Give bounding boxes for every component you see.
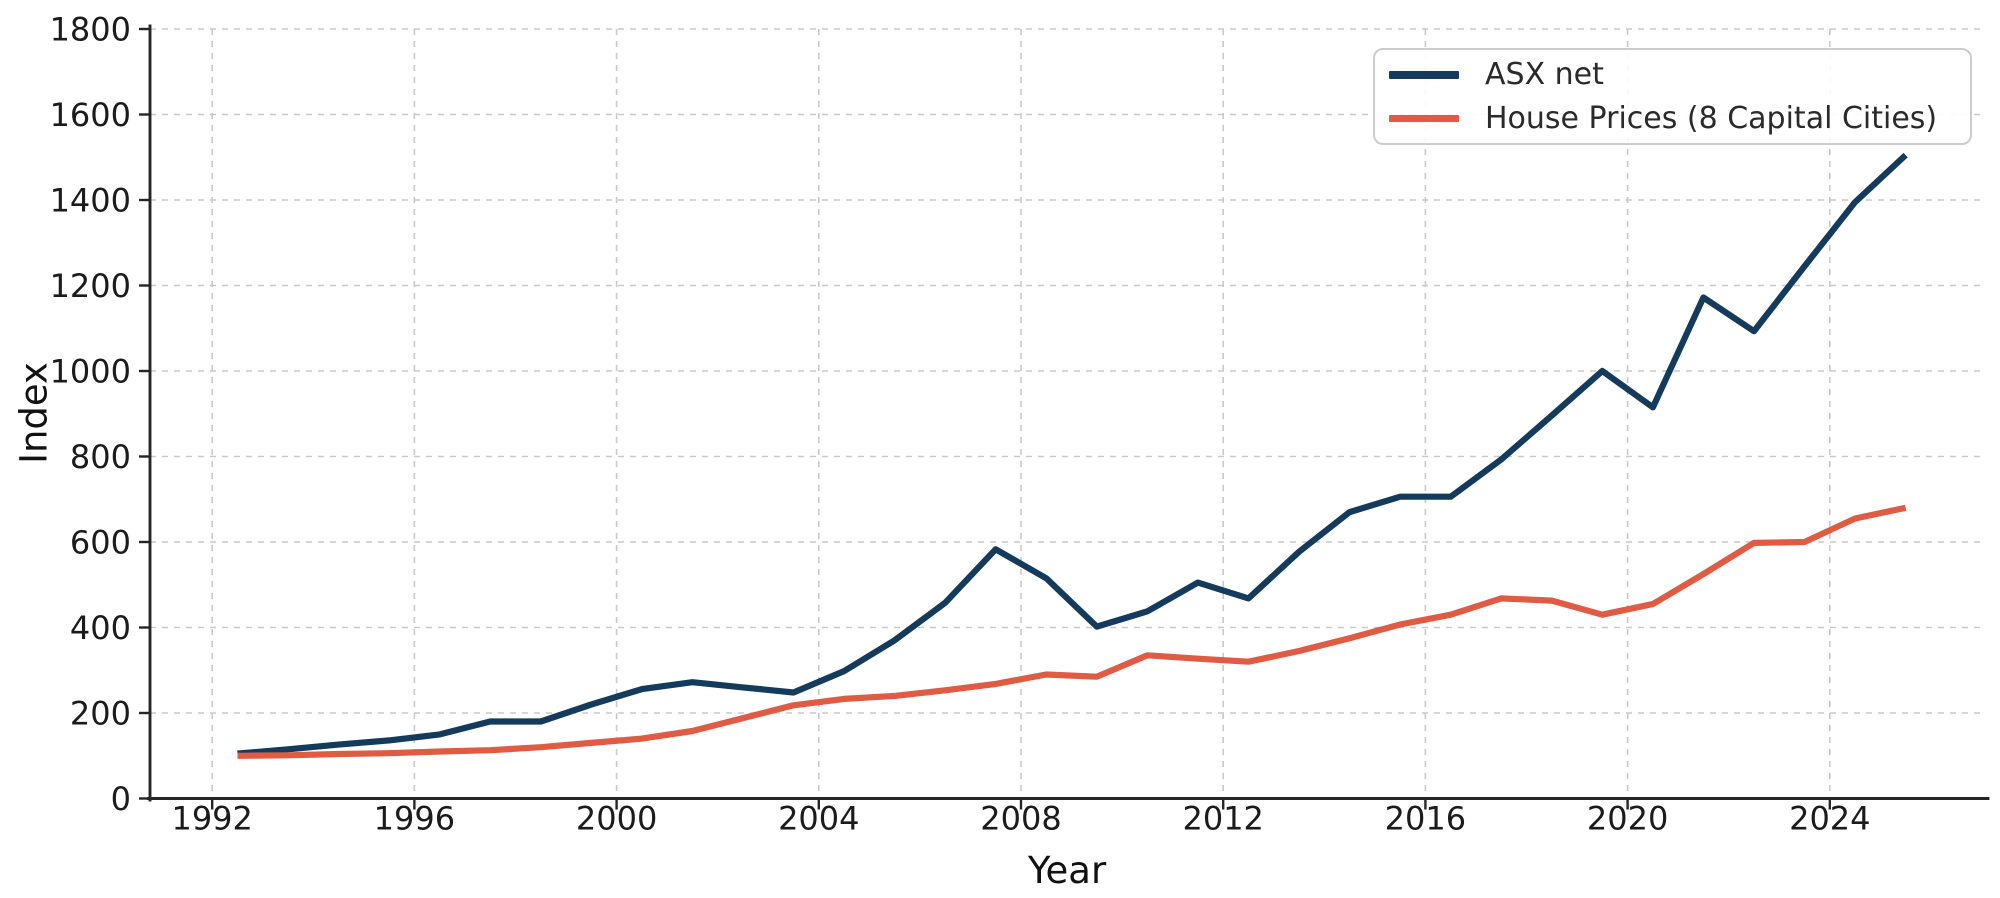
x-tick-label: 2012 <box>1182 800 1263 838</box>
x-tick-label: 2024 <box>1789 800 1870 838</box>
legend: ASX net House Prices (8 Capital Cities) <box>1373 48 1972 145</box>
x-axis-title: Year <box>1027 849 1107 892</box>
x-tick-label: 2020 <box>1587 800 1668 838</box>
legend-label-asx-net: ASX net <box>1485 57 1604 93</box>
y-tick-label: 1800 <box>50 11 131 49</box>
x-tick-label: 2008 <box>980 800 1061 838</box>
y-tick-label: 800 <box>70 438 131 476</box>
series-line-asx-net <box>237 152 1908 757</box>
legend-label-house-prices: House Prices (8 Capital Cities) <box>1485 100 1938 136</box>
x-tick-label: 2000 <box>576 800 657 838</box>
y-tick-label: 400 <box>70 609 131 647</box>
legend-item-asx-net: ASX net <box>1389 54 1970 96</box>
y-tick-label: 600 <box>70 524 131 562</box>
series-lines <box>237 152 1908 759</box>
y-tick-label: 1600 <box>50 96 131 134</box>
axes-spines <box>147 24 1990 802</box>
tick-marks <box>139 27 1832 810</box>
legend-item-house-prices: House Prices (8 Capital Cities) <box>1389 98 1970 140</box>
y-tick-label: 1200 <box>50 267 131 305</box>
y-tick-label: 200 <box>70 695 131 733</box>
y-tick-label: 0 <box>111 780 131 818</box>
y-axis-title: Index <box>12 362 56 464</box>
x-tick-labels: 1992 1996 2000 2004 2008 2012 2016 2020 2024 <box>171 800 1870 838</box>
legend-swatch-asx-net <box>1389 71 1459 79</box>
legend-swatch-house-prices <box>1389 114 1459 122</box>
series-line-house-prices <box>237 504 1907 759</box>
y-tick-label: 1000 <box>50 353 131 391</box>
x-tick-label: 1996 <box>374 800 455 838</box>
y-tick-labels: 0 200 400 600 800 1000 1200 1400 1600 1800 <box>50 11 131 819</box>
x-tick-label: 2004 <box>778 800 859 838</box>
x-tick-label: 2016 <box>1385 800 1466 838</box>
gridlines <box>150 28 1985 800</box>
x-tick-label: 1992 <box>171 800 252 838</box>
y-tick-label: 1400 <box>50 182 131 220</box>
